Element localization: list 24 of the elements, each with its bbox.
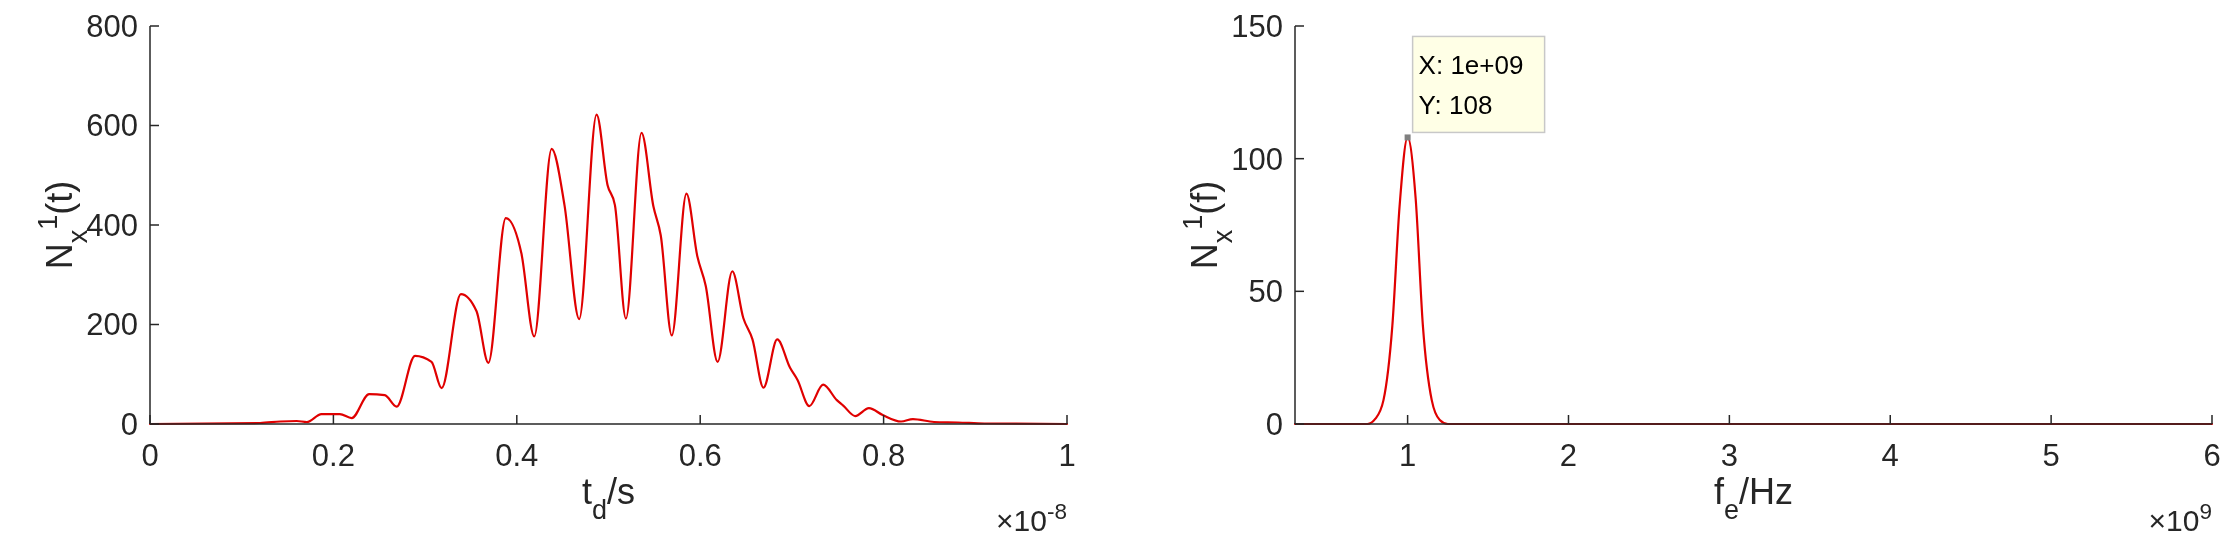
- x-tick-label: 6: [2203, 438, 2221, 473]
- x-tick-label: 4: [1881, 438, 1899, 473]
- x-tick-label: 0.8: [862, 438, 906, 473]
- x-tick-label: 5: [2042, 438, 2060, 473]
- x-tick-label: 1: [1058, 438, 1076, 473]
- y-tick-label: 0: [1265, 406, 1283, 442]
- x-tick-label: 3: [1720, 438, 1738, 473]
- y-tick-label: 200: [86, 307, 138, 343]
- x-tick-label: 0.6: [678, 438, 722, 473]
- text: ×10$^{-8}$: [996, 498, 1067, 537]
- x-axis-title: t$_{d}$/s: [581, 471, 636, 525]
- y-tick-label: 150: [1231, 8, 1283, 44]
- x-tick-label: 1: [1398, 438, 1417, 473]
- y-tick-label: 100: [1231, 141, 1283, 177]
- annotation: X: 1e+09 Y: 108: [1418, 50, 1524, 121]
- x-axis-title: f$_{e}$/Hz: [1713, 471, 1794, 525]
- x-tick-label: 0.2: [311, 438, 355, 473]
- x-tick-label: 0.4: [495, 438, 539, 473]
- text: ×10$^{9}$: [2148, 498, 2212, 537]
- x-tick-label: 2: [1559, 438, 1578, 473]
- y-tick-label: 800: [86, 8, 138, 44]
- y-tick-label: 50: [1248, 274, 1283, 310]
- y-tick-label: 0: [120, 406, 138, 442]
- y-tick-label: 600: [86, 108, 138, 144]
